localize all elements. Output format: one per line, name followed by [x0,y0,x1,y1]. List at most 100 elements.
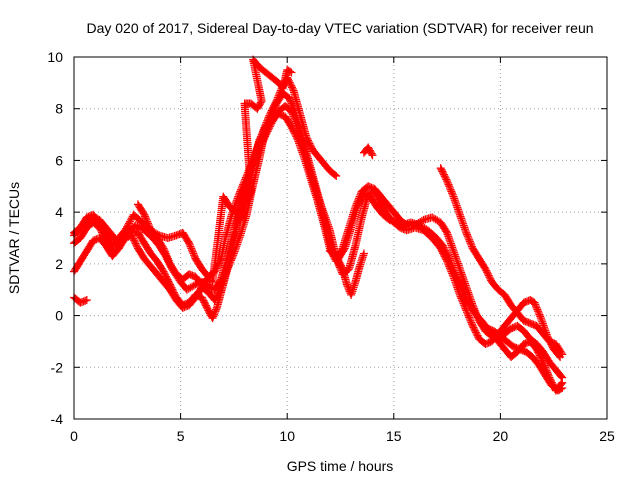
data-point-marker [261,120,270,129]
data-point-marker [272,96,281,105]
data-point-marker [538,356,547,365]
data-point-marker [261,121,270,130]
data-point-marker [263,116,272,125]
y-tick-labels: -4 -2 0 2 4 6 8 10 [47,49,63,427]
data-point-marker [227,254,236,263]
data-point-marker [339,245,348,254]
data-point-marker [450,268,459,277]
data-point-marker [467,320,476,329]
y-tick-label: 4 [55,204,63,220]
data-point-marker [122,224,131,233]
data-point-marker [453,275,462,284]
data-point-marker [288,84,297,93]
data-point-marker [467,318,476,327]
data-point-marker [463,309,472,318]
data-point-marker [467,240,476,249]
data-point-marker [244,194,253,203]
data-point-marker [456,282,465,291]
x-tick-label: 20 [493,428,509,444]
data-point-marker [445,254,454,263]
data-point-marker [462,228,471,237]
data-point-marker [449,265,458,274]
data-point-marker [452,271,461,280]
data-point-marker [446,185,455,194]
data-point-marker [444,180,453,189]
data-point-marker [126,215,135,224]
data-point-marker [531,300,540,309]
data-point-marker [82,296,91,305]
data-point-marker [163,252,172,261]
data-point-marker [447,259,456,268]
data-point-marker [535,310,544,319]
data-point-marker [454,277,463,286]
data-point-marker [187,244,196,253]
data-point-marker [190,251,199,260]
data-point-marker [557,348,566,357]
data-point-marker [287,68,296,77]
data-point-marker [124,221,133,230]
data-point-marker [367,149,376,158]
data-point-marker [188,247,197,256]
data-point-marker [530,298,539,307]
y-axis-label: SDTVAR / TECUs [6,182,22,294]
data-point-marker [453,273,462,282]
data-point-marker [444,253,453,262]
data-point-marker [446,258,455,267]
data-point-marker [557,372,566,381]
data-point-marker [542,366,551,375]
data-point-marker [445,184,454,193]
data-point-marker [534,308,543,317]
data-points [70,55,567,395]
data-point-marker [451,270,460,279]
data-point-marker [540,361,549,370]
data-point-marker [541,365,550,374]
data-point-marker [465,315,474,324]
data-point-marker [185,240,194,249]
data-point-marker [160,246,169,255]
data-point-marker [273,95,282,104]
data-point-marker [228,252,237,261]
data-point-marker [342,280,351,289]
data-point-marker [225,259,234,268]
data-point-marker [445,256,454,265]
data-point-marker [259,125,268,134]
data-point-marker [242,197,251,206]
data-point-marker [531,302,540,311]
data-point-marker [243,196,252,205]
data-point-marker [235,189,244,198]
data-point-marker [450,266,459,275]
data-point-marker [455,278,464,287]
data-point-marker [159,244,168,253]
data-point-marker [237,185,246,194]
data-point-marker [463,232,472,241]
data-point-marker [464,311,473,320]
data-point-marker [276,88,285,97]
data-point-marker [234,190,243,199]
data-point-marker [337,263,346,272]
y-tick-label: 10 [47,49,63,65]
data-point-marker [462,306,471,315]
data-point-marker [543,368,552,377]
data-point-marker [125,217,134,226]
data-point-marker [229,251,238,260]
data-point-marker [455,280,464,289]
y-tick-label: 2 [55,256,63,272]
data-point-marker [260,123,269,132]
x-tick-label: 10 [279,428,295,444]
data-point-marker [262,118,271,127]
data-point-marker [144,221,153,230]
y-tick-label: 8 [55,101,63,117]
data-point-marker [187,246,196,255]
data-point-marker [443,177,452,186]
x-axis-label: GPS time / hours [287,458,394,474]
x-tick-labels: 0 5 10 15 20 25 [70,428,615,444]
data-point-marker [185,239,194,248]
data-point-marker [145,222,154,231]
data-point-marker [124,219,133,228]
data-point-marker [164,256,173,265]
data-point-marker [275,90,284,99]
data-point-marker [536,312,545,321]
series-track-e [70,55,567,395]
data-point-marker [457,283,466,292]
